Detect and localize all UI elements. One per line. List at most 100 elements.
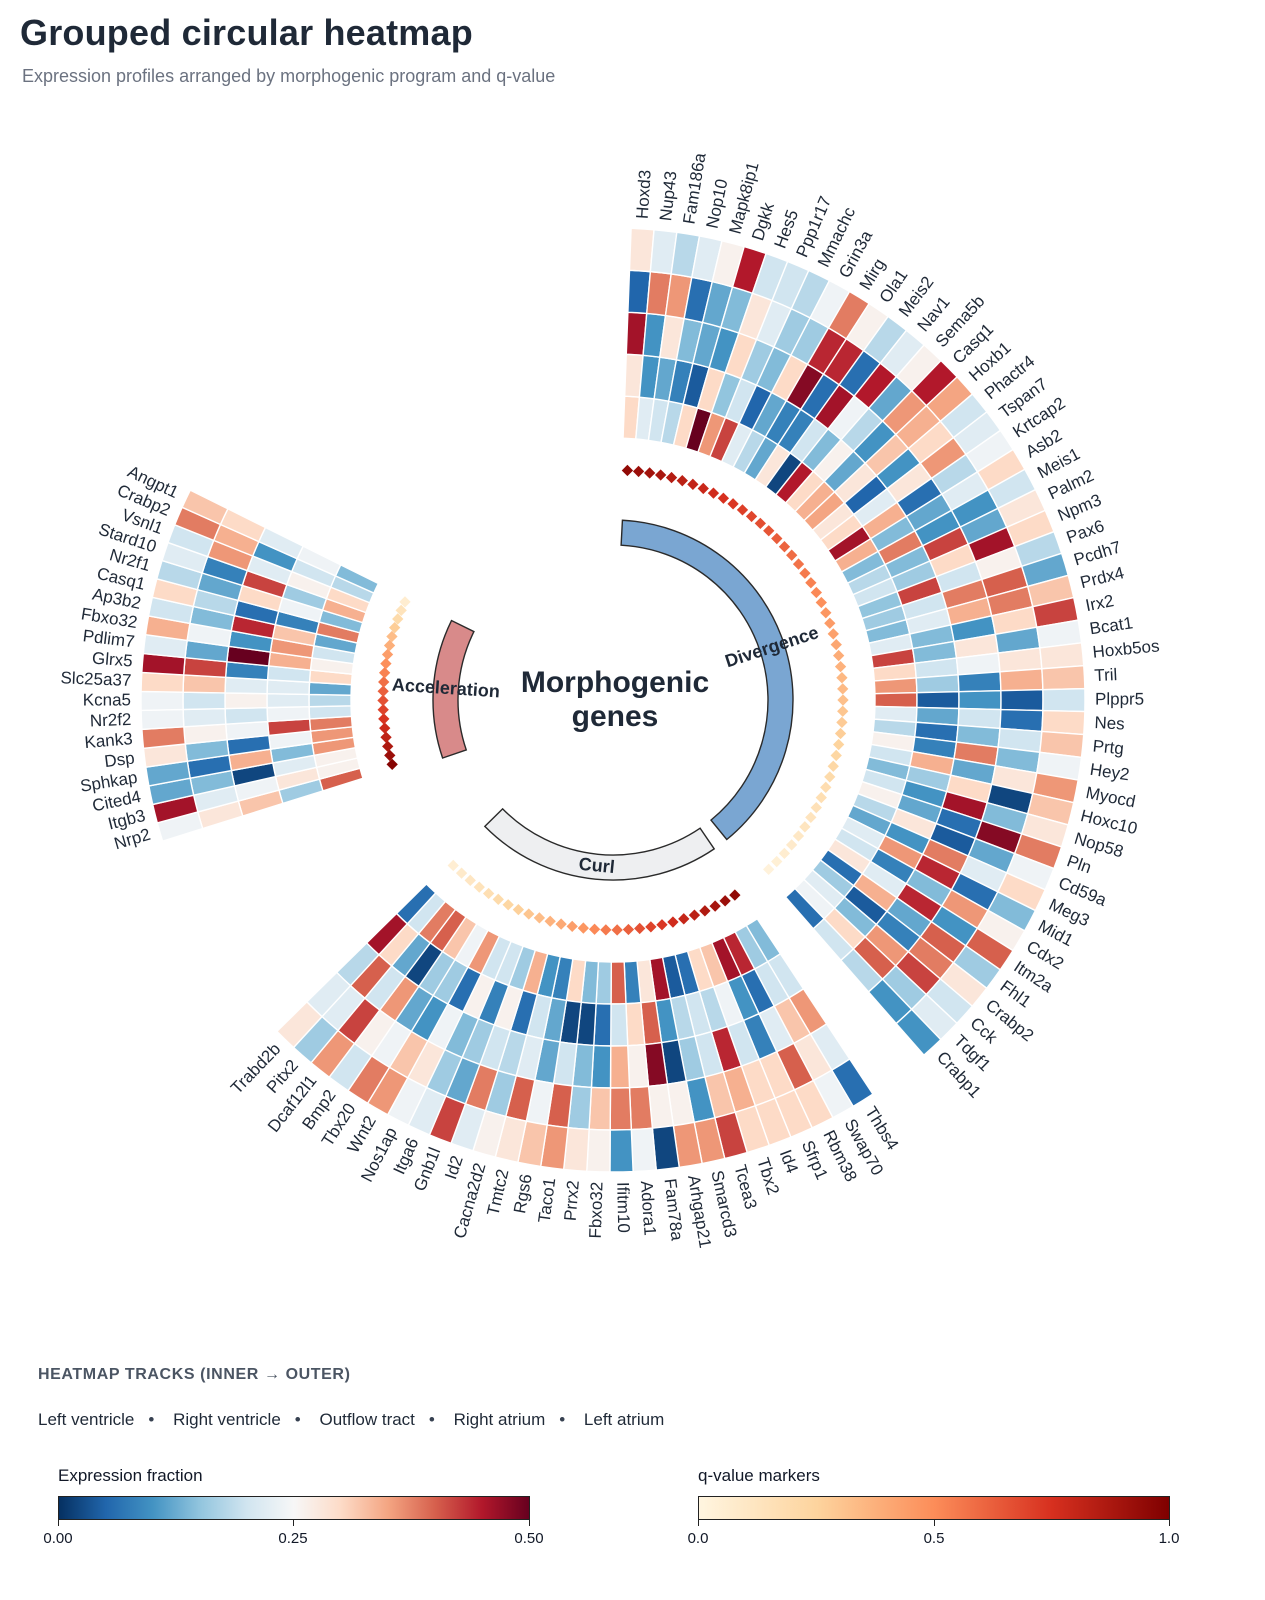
qvalue-marker xyxy=(834,727,847,740)
heat-cell-divergence xyxy=(895,1008,942,1057)
qvalue-marker xyxy=(621,464,634,477)
qvalue-marker xyxy=(709,900,721,912)
heat-cell-divergence xyxy=(1042,687,1086,713)
qvalue-marker xyxy=(377,685,389,697)
gene-label: Id4 xyxy=(776,1147,802,1176)
heat-cell-acceleration xyxy=(182,707,227,728)
qvalue-marker xyxy=(719,895,731,907)
chart-subtitle: Expression profiles arranged by morphoge… xyxy=(22,66,556,86)
gene-label: Taco1 xyxy=(535,1177,560,1224)
qvalue-marker xyxy=(763,525,775,537)
heat-cell-divergence xyxy=(874,691,918,709)
heat-cell-acceleration xyxy=(308,693,352,708)
tracks-legend: Left ventricle • Right ventricle • Outflow… xyxy=(38,1410,665,1429)
gene-label: Nup43 xyxy=(656,170,680,222)
expression-colorbar xyxy=(58,1496,530,1520)
qvalue-marker xyxy=(736,504,749,516)
qvalue-marker xyxy=(389,622,401,634)
qvalue-marker xyxy=(667,916,679,928)
gene-label: Ifitm10 xyxy=(613,1182,633,1233)
heat-cell-curl xyxy=(609,1086,633,1131)
group-band-divergence xyxy=(620,519,794,841)
gene-label: Kank3 xyxy=(84,729,134,752)
chart-title: Grouped circular heatmap xyxy=(20,12,473,53)
qvalue-marker xyxy=(827,760,839,772)
qvalue-marker xyxy=(523,908,535,920)
heat-cell-curl xyxy=(590,1044,612,1089)
heat-cell-acceleration xyxy=(140,690,184,712)
qvalue-marker xyxy=(699,905,711,917)
qvalue-marker xyxy=(377,694,389,707)
gene-label: Dsp xyxy=(103,749,135,772)
qvalue-marker xyxy=(380,657,392,670)
qvalue-marker xyxy=(386,630,398,643)
expression-tick: 0.00 xyxy=(43,1530,73,1547)
gene-label: Plppr5 xyxy=(1095,690,1144,709)
track-label: Left atrium xyxy=(583,1410,665,1429)
heat-cell-acceleration xyxy=(266,692,310,709)
heat-cell-curl xyxy=(586,1128,611,1173)
qvalue-marker xyxy=(678,913,690,925)
qvalue-marker xyxy=(611,924,623,936)
qvalue-marker xyxy=(600,924,612,936)
qvalue-marker xyxy=(824,771,836,783)
center-label: genes xyxy=(572,700,659,733)
qvalue-marker xyxy=(778,541,791,553)
qvalue-marker xyxy=(805,577,817,589)
heat-cell-acceleration xyxy=(140,708,185,731)
qvalue-marker xyxy=(643,467,656,479)
heat-cell-divergence xyxy=(1041,709,1086,736)
qvalue-marker xyxy=(645,921,657,933)
qvalue-marker xyxy=(786,549,798,561)
qvalue-marker xyxy=(745,510,758,523)
qvalue-marker xyxy=(482,887,495,900)
qvalue-marker xyxy=(820,607,832,619)
qvalue-marker xyxy=(837,705,849,717)
group-label-curl: Curl xyxy=(578,854,616,877)
heat-cell-acceleration xyxy=(141,726,187,750)
heat-cell-divergence xyxy=(1041,664,1086,691)
qvalue-marker xyxy=(380,731,392,743)
gene-label: Prdx4 xyxy=(1078,563,1126,592)
qvalue-marker xyxy=(379,722,391,734)
qvalue-colorbar xyxy=(698,1496,1170,1520)
qvalue-marker xyxy=(717,492,730,504)
qvalue-marker xyxy=(502,899,514,911)
qvalue-marker xyxy=(654,469,667,481)
heat-cell-divergence xyxy=(916,690,960,710)
qvalue-marker xyxy=(832,738,845,751)
gene-label: Fbxo32 xyxy=(586,1181,607,1238)
qvalue-marker xyxy=(455,867,468,879)
track-label: Left ventricle xyxy=(38,1410,135,1429)
qvalue-marker xyxy=(378,713,390,725)
heat-cell-acceleration xyxy=(181,489,229,526)
gene-label: Adora1 xyxy=(637,1180,660,1236)
expression-tick: 0.50 xyxy=(514,1530,544,1547)
gene-label: Id2 xyxy=(441,1153,467,1181)
qvalue-marker xyxy=(492,893,504,906)
qvalue-marker xyxy=(836,716,848,729)
gene-label: Pln xyxy=(1064,851,1094,877)
qvalue-marker xyxy=(810,801,822,814)
qvalue-marker xyxy=(824,617,836,629)
qvalue-marker xyxy=(763,863,775,875)
heat-cell-divergence xyxy=(997,647,1043,673)
qvalue-marker xyxy=(799,567,811,579)
heat-cell-curl xyxy=(275,1000,324,1049)
gene-label: Tril xyxy=(1094,665,1118,685)
qvalue-marker xyxy=(697,482,709,495)
gene-label: Bcat1 xyxy=(1088,613,1134,638)
qvalue-marker xyxy=(815,791,827,804)
heat-cell-curl xyxy=(610,1002,629,1047)
tracks-legend-heading: HEATMAP TRACKS (INNER → OUTER) xyxy=(38,1366,351,1383)
qvalue-marker xyxy=(830,749,842,762)
heat-cell-divergence xyxy=(1039,642,1085,670)
qvalue-marker xyxy=(778,847,791,860)
qvalue-marker xyxy=(805,811,817,824)
heat-cell-curl xyxy=(630,1127,658,1173)
heat-cell-curl xyxy=(609,1044,631,1089)
qvalue-tick: 1.0 xyxy=(1158,1530,1180,1547)
qvalue-marker xyxy=(378,676,390,688)
gene-label: Kcna5 xyxy=(83,690,131,709)
